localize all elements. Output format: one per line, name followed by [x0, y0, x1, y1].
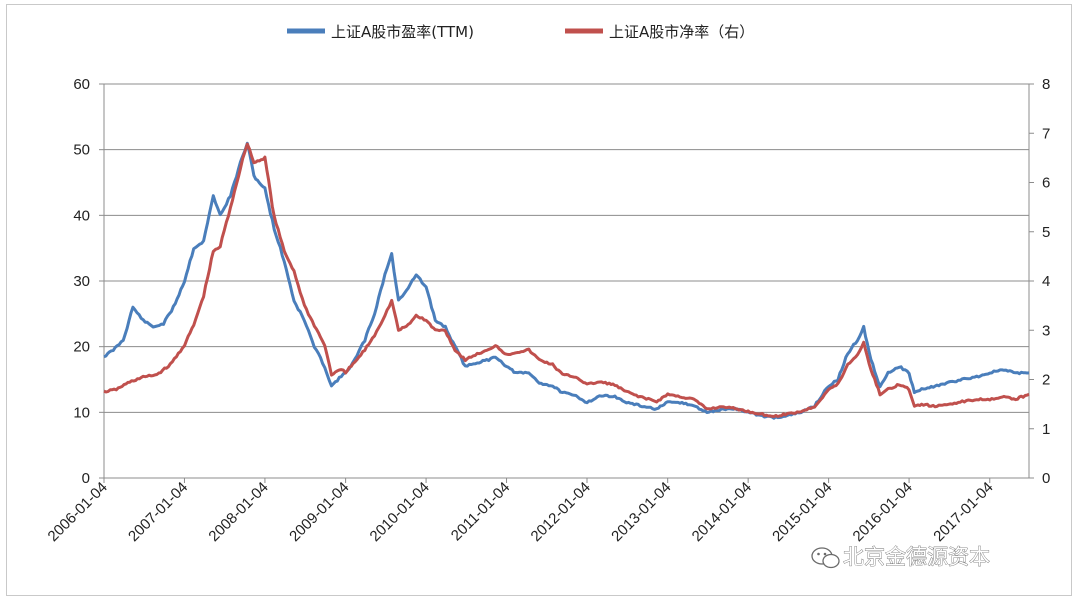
x-tick-label: 2011-01-04 [448, 479, 513, 544]
x-tick-label: 2009-01-04 [286, 479, 352, 545]
y-right-tick-label: 8 [1042, 76, 1050, 93]
y-left-tick-label: 0 [82, 470, 90, 487]
y-right-tick-label: 0 [1042, 470, 1050, 487]
y-left-tick-label: 30 [73, 273, 90, 290]
x-tick-label: 2013-01-04 [608, 479, 674, 545]
watermark: 北京金德源资本 [811, 545, 990, 569]
x-tick-label: 2007-01-04 [125, 479, 191, 545]
legend: 上证A股市盈率(TTM) 上证A股市净率（右） [287, 23, 754, 41]
legend-label-pe: 上证A股市盈率(TTM) [331, 23, 474, 41]
series-line-pb [103, 142, 1030, 418]
gridlines [104, 83, 1029, 413]
x-tick-label: 2010-01-04 [367, 479, 433, 545]
x-tick-label: 2006-01-04 [45, 479, 111, 545]
x-tick-label: 2008-01-04 [205, 479, 271, 545]
y-left-tick-label: 10 [73, 404, 90, 421]
legend-label-pb: 上证A股市净率（右） [609, 23, 754, 41]
x-tick-label: 2014-01-04 [689, 479, 755, 545]
wechat-icon [811, 547, 840, 569]
series-line-pe [103, 141, 1030, 420]
y-left-tick-label: 50 [73, 142, 90, 159]
y-right-tick-label: 4 [1042, 273, 1050, 290]
chart-frame [6, 4, 1072, 596]
x-tick-label: 2017-01-04 [930, 479, 996, 545]
y-right-tick-label: 1 [1042, 421, 1050, 438]
y-axis-right: 0 1 2 3 4 5 6 7 8 [1028, 76, 1050, 487]
y-right-tick-label: 3 [1042, 322, 1050, 339]
y-left-tick-label: 60 [73, 76, 90, 93]
y-left-tick-label: 40 [73, 207, 90, 224]
x-tick-label: 2012-01-04 [528, 479, 594, 545]
y-right-tick-label: 6 [1042, 175, 1050, 192]
y-right-tick-label: 2 [1042, 372, 1050, 389]
x-tick-label: 2016-01-04 [850, 479, 916, 545]
watermark-text: 北京金德源资本 [843, 545, 990, 569]
y-right-tick-label: 5 [1042, 224, 1050, 241]
y-axis-left: 0 10 20 30 40 50 60 [73, 76, 105, 487]
x-axis: 2006-01-04 2007-01-04 2008-01-04 2009-01-04… [45, 477, 1029, 545]
y-left-tick-label: 20 [73, 339, 90, 356]
y-right-tick-label: 7 [1042, 125, 1050, 142]
series-group [103, 141, 1030, 420]
x-tick-label: 2015-01-04 [769, 479, 835, 545]
